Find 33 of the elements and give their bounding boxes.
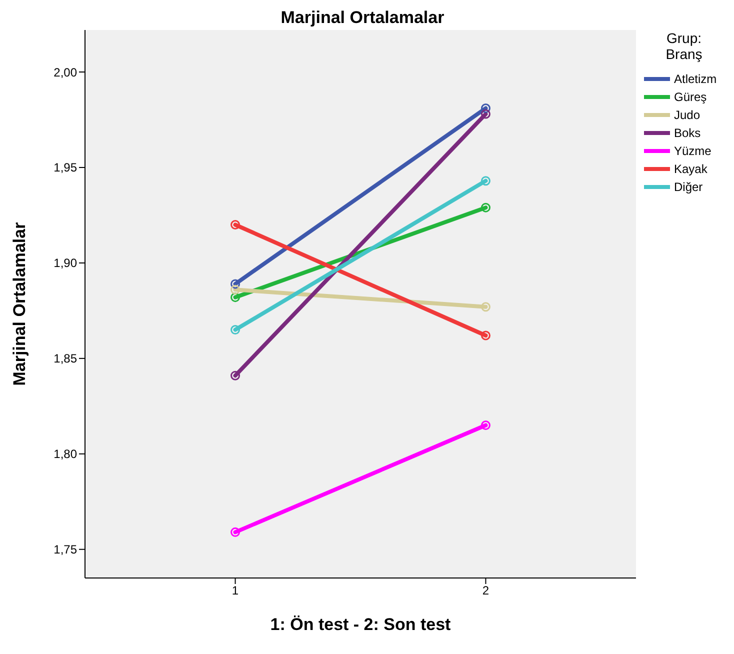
legend-label: Yüzme <box>674 144 712 158</box>
x-axis-title: 1: Ön test - 2: Son test <box>270 615 452 634</box>
point <box>480 302 490 312</box>
legend-label: Kayak <box>674 162 708 176</box>
y-tick-label: 2,00 <box>54 65 78 80</box>
point <box>230 279 240 289</box>
y-tick-label: 1,75 <box>54 542 78 557</box>
legend-label: Atletizm <box>674 72 717 86</box>
chart-title: Marjinal Ortalamalar <box>280 8 446 28</box>
point <box>480 104 490 114</box>
legend-title: Grup: Branş <box>664 30 704 62</box>
legend-label: Boks <box>674 126 701 140</box>
point <box>230 220 240 230</box>
point <box>230 325 240 335</box>
point <box>230 292 240 302</box>
legend-label: Judo <box>674 108 700 122</box>
point <box>230 370 240 380</box>
point <box>480 202 490 212</box>
legend-label: Güreş <box>674 90 707 104</box>
point <box>480 330 490 340</box>
point <box>480 420 490 430</box>
y-tick-label: 1,95 <box>54 160 78 175</box>
point <box>230 527 240 537</box>
point <box>480 109 490 119</box>
legend-label: Diğer <box>674 180 703 194</box>
y-axis-title: Marjinal Ortalamalar <box>10 222 30 386</box>
point <box>480 176 490 186</box>
y-tick-label: 1,80 <box>54 447 78 462</box>
y-tick-label: 1,85 <box>54 352 78 366</box>
y-tick-label: 1,90 <box>54 256 78 270</box>
x-tick-label: 2 <box>482 584 490 598</box>
x-tick-label: 1 <box>232 584 239 598</box>
point <box>230 284 240 294</box>
